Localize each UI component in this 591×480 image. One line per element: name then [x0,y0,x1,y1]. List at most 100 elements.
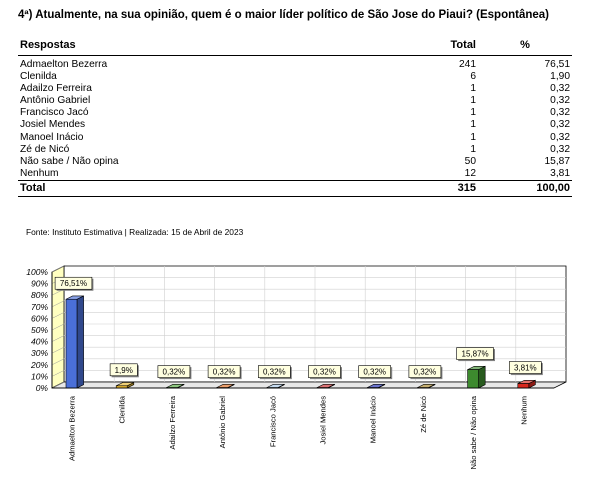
header-total: Total [394,38,478,56]
source-note: Fonte: Instituto Estimativa | Realizada:… [26,227,244,237]
results-table: Respostas Total % Admaelton Bezerra 241 … [18,38,572,197]
row-pct: 0,32 [550,119,570,131]
table-row: Não sabe / Não opina 50 15,87 [18,156,572,168]
table-row: Nenhum 12 3,81 [18,168,572,181]
bar [467,369,479,389]
bar-side [76,295,84,389]
x-tick-label: Não sabe / Não opina [469,395,478,469]
total-pct: 100,00 [478,179,572,197]
gridline-side [51,265,65,273]
data-label-box [109,363,138,377]
data-label-box [308,365,341,378]
row-total: 1 [470,107,476,119]
row-total: 1 [470,131,476,143]
row-total: 1 [470,83,476,95]
row-total: 1 [470,143,476,155]
gridline-side [51,300,65,308]
row-label: Francisco Jacó [20,107,89,119]
data-label: 0,32% [363,368,386,377]
x-tick-label: Clenilda [118,395,127,423]
row-label: Clenilda [20,71,57,83]
total-count: 315 [394,179,478,197]
gridline-side [51,358,65,366]
y-tick-label: 0% [36,383,49,393]
x-tick-label: Zé de Nicó [419,396,428,433]
gridline-side [51,370,65,377]
table-row: Francisco Jacó 1 0,32 [18,107,572,119]
data-label: 76,51% [60,279,87,288]
table-row: Josiel Mendes 1 0,32 [18,119,572,131]
table-row: Admaelton Bezerra 241 76,51 [18,56,572,72]
table-row: Adailzo Ferreira 1 0,32 [18,83,572,95]
question-title: 4ª) Atualmente, na sua opinião, quem é o… [18,9,550,21]
x-tick-label: Josiel Mendes [319,396,328,445]
gridline-side [51,335,65,342]
row-pct: 76,51 [544,59,571,70]
x-tick-label: Francisco Jacó [268,396,277,447]
row-label: Adailzo Ferreira [20,83,92,95]
data-label-box [508,361,542,374]
gridline-side [51,381,65,389]
row-label: Nenhum [20,167,59,179]
row-total: 1 [470,95,476,107]
row-total: 1 [470,119,476,131]
x-tick-label: Antônio Gabriel [218,396,227,449]
bar-chart: 100% 90%80% 70%60% 50% 40%30% 20%10% 0% 76,51% A… [26,265,567,469]
gridline-side [51,346,65,354]
data-label: 3,81% [514,364,537,373]
data-label: 0,32% [163,368,186,377]
table-row: Antônio Gabriel 1 0,32 [18,95,572,107]
row-label: Admaelton Bezerra [20,59,108,70]
row-label: Não sabe / Não opina [20,155,119,167]
y-tick-label: 50% [31,325,48,335]
y-tick-label: 90% [31,279,48,289]
data-label: 1,9% [115,366,133,375]
header-pct: % [478,38,572,56]
bar [65,298,78,389]
data-label-box [358,365,392,378]
total-label: Total [18,179,394,197]
y-tick-label: 40% [31,337,48,347]
data-label: 0,32% [263,368,286,377]
y-tick-label: 10% [31,371,48,381]
row-total: 241 [459,59,476,70]
gridline-side [51,323,65,331]
x-tick-label: Nenhum [519,396,528,425]
x-tick-label: Adailzo Ferreira [168,395,177,449]
data-label-box [54,276,93,290]
row-label: Zé de Nicó [20,143,70,155]
gridline-side [51,312,65,319]
row-label: Josiel Mendes [20,119,86,131]
data-label-box [456,347,494,360]
y-tick-label: 70% [31,302,48,312]
table-row: Manoel Inácio 1 0,32 [18,132,572,144]
row-pct: 0,32 [550,83,570,95]
table-row: Clenilda 6 1,90 [18,71,572,83]
data-label-box [408,365,442,378]
row-pct: 15,87 [544,155,571,167]
y-tick-label: 20% [30,360,48,370]
data-label: 0,32% [414,368,437,377]
y-tick-label: 100% [26,267,48,277]
data-label: 0,32% [213,368,236,377]
row-label: Antônio Gabriel [20,95,91,107]
table-header: Respostas Total % [18,38,572,56]
y-tick-label: 80% [31,290,48,300]
data-label-box [257,365,291,378]
x-tick-label: Admaelton Bezerra [68,395,77,461]
table-total-row: Total 315 100,00 [18,179,572,197]
row-pct: 0,32 [550,143,570,155]
x-tick-label: Manoel Inácio [369,396,378,443]
row-pct: 0,32 [550,95,570,107]
data-label: 15,87% [462,350,489,359]
bar [517,383,530,389]
row-label: Manoel Inácio [20,131,84,143]
bar-side [478,365,486,389]
row-pct: 3,81 [550,167,570,179]
data-label-box [207,365,241,378]
header-respostas: Respostas [18,38,394,56]
data-label: 0,32% [313,368,336,377]
row-total: 6 [470,71,476,83]
y-tick-label: 60% [31,313,48,323]
row-pct: 0,32 [550,107,570,119]
